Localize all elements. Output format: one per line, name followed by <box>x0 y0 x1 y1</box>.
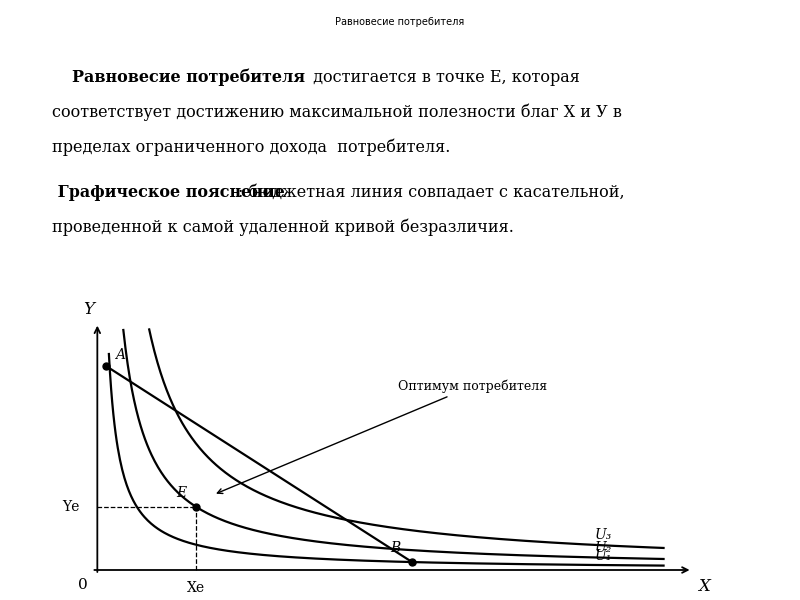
Text: 0: 0 <box>78 578 88 592</box>
Text: Оптимум потребителя: Оптимум потребителя <box>218 379 547 493</box>
Text: достигается в точке Е, которая: достигается в точке Е, которая <box>308 69 580 86</box>
Text: Y: Y <box>83 301 94 318</box>
Text: E: E <box>177 485 186 500</box>
Text: U₂: U₂ <box>594 541 611 555</box>
Text: : бюджетная линия совпадает с касательной,: : бюджетная линия совпадает с касательно… <box>238 184 625 201</box>
Text: U₃: U₃ <box>594 528 611 542</box>
Text: X: X <box>698 578 710 595</box>
Text: A: A <box>114 349 125 362</box>
Text: B: B <box>390 541 401 555</box>
Text: U₁: U₁ <box>594 548 611 563</box>
Text: Xе: Xе <box>187 581 205 595</box>
Text: Равновесие потребителя: Равновесие потребителя <box>335 17 465 27</box>
Text: Графическое пояснение: Графическое пояснение <box>52 184 285 201</box>
Text: Равновесие потребителя: Равновесие потребителя <box>72 69 305 86</box>
Text: пределах ограниченного дохода  потребителя.: пределах ограниченного дохода потребител… <box>52 139 450 156</box>
Text: соответствует достижению максимальной полезности благ X и У в: соответствует достижению максимальной по… <box>52 104 622 121</box>
Text: проведенной к самой удаленной кривой безразличия.: проведенной к самой удаленной кривой без… <box>52 218 514 236</box>
Text: Yе: Yе <box>62 500 80 514</box>
